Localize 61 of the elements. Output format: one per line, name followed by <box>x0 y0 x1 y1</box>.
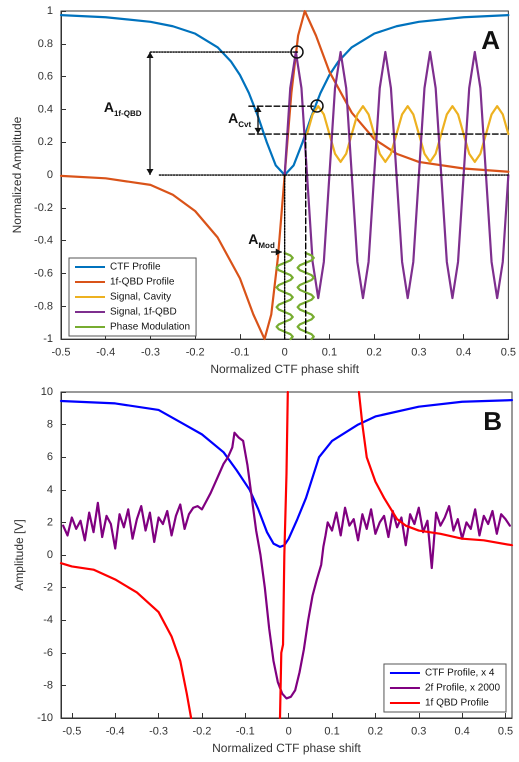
y-tick-label: 0 <box>46 169 53 182</box>
x-tick-label: -0.2 <box>186 346 205 359</box>
x-tick-label: -0.5 <box>62 726 82 738</box>
annotation: B <box>483 406 502 436</box>
legend-label: Signal, Cavity <box>110 292 172 302</box>
x-tick-label: -0.3 <box>140 346 160 359</box>
legend-label: 2f Profile, x 2000 <box>424 682 500 694</box>
y-tick-label: -0.2 <box>34 202 53 214</box>
y-tick-label: 8 <box>46 418 53 431</box>
y-tick-label: -4 <box>43 614 53 626</box>
y-tick-label: 1 <box>46 5 53 17</box>
legend-label: Signal, 1f-QBD <box>110 306 177 318</box>
y-tick-label: 0.2 <box>38 136 53 148</box>
x-tick-label: 0.5 <box>498 726 514 738</box>
x-tick-label: -0.5 <box>52 346 70 359</box>
x-tick-label: 0.4 <box>454 726 470 738</box>
y-axis-title: Normalized Amplitude <box>10 116 24 234</box>
x-tick-label: 0.2 <box>366 346 382 359</box>
y-tick-label: -0.8 <box>34 300 53 312</box>
x-tick-label: 0.4 <box>456 346 472 359</box>
x-tick-label: 0.1 <box>324 726 340 738</box>
annotation: A$_{Mod}$ <box>248 232 275 250</box>
legend-label: Phase Modulation <box>110 322 190 332</box>
x-tick-label: 0 <box>282 346 288 359</box>
x-tick-label: -0.4 <box>96 346 116 359</box>
x-axis-title: Normalized CTF phase shift <box>212 740 362 755</box>
legend-label: CTF Profile <box>110 262 161 272</box>
y-tick-label: 0.6 <box>38 70 53 83</box>
x-tick-label: -0.4 <box>106 726 125 738</box>
annotation: A$_{Cvt}$ <box>228 110 252 129</box>
x-tick-label: 0.1 <box>322 346 338 359</box>
annotation: A <box>481 25 500 55</box>
x-axis-title: Normalized CTF phase shift <box>210 362 360 376</box>
x-tick-label: 0 <box>286 726 292 738</box>
legend-label: 1f-QBD Profile <box>110 276 175 288</box>
x-tick-label: -0.3 <box>149 726 168 738</box>
x-tick-label: 0.2 <box>368 726 384 738</box>
y-tick-label: 10 <box>40 386 53 398</box>
x-tick-label: 0.5 <box>500 346 516 359</box>
x-tick-label: -0.1 <box>236 726 255 738</box>
y-tick-label: 0.8 <box>38 38 53 50</box>
y-tick-label: -10 <box>37 712 53 724</box>
legend-label: CTF Profile, x 4 <box>424 668 495 678</box>
x-tick-label: -0.2 <box>192 726 212 738</box>
y-axis-title: Amplitude [V] <box>12 519 26 591</box>
y-tick-label: -1 <box>43 333 53 346</box>
y-tick-label: -0.4 <box>34 234 53 247</box>
y-tick-label: -2 <box>43 582 53 594</box>
legend-label: 1f QBD Profile <box>424 698 490 708</box>
y-tick-label: -8 <box>43 679 53 692</box>
x-tick-label: -0.1 <box>230 346 250 359</box>
y-tick-label: -0.6 <box>34 267 53 280</box>
x-tick-label: 0.3 <box>411 726 426 738</box>
x-tick-label: 0.3 <box>411 346 427 359</box>
y-tick-label: 0 <box>46 549 53 561</box>
y-tick-label: -6 <box>43 646 53 659</box>
y-tick-label: 6 <box>46 451 53 464</box>
y-tick-label: 0.4 <box>38 103 53 116</box>
annotation: A$_{1f-QBD}$ <box>104 100 142 118</box>
y-tick-label: 2 <box>46 516 53 528</box>
y-tick-label: 4 <box>46 484 53 496</box>
